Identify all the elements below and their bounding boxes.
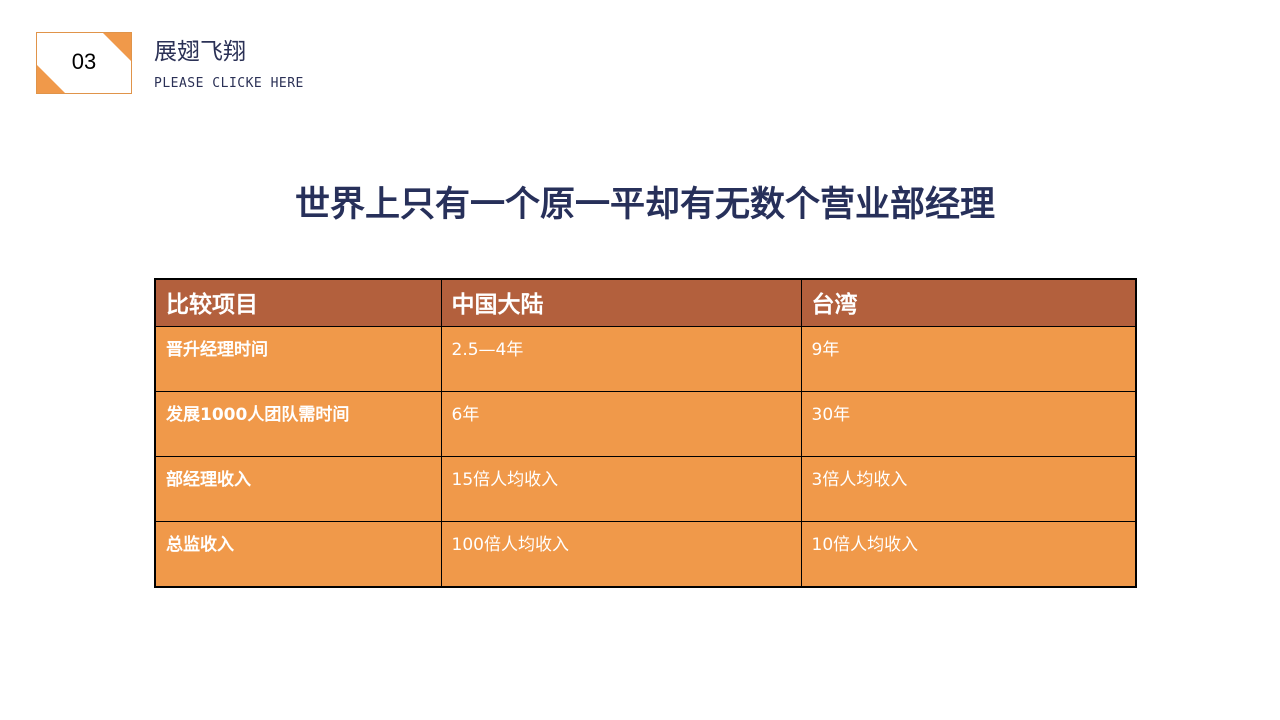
column-header: 中国大陆 xyxy=(440,278,802,327)
table-row: 部经理收入 15倍人均收入 3倍人均收入 xyxy=(154,456,1137,522)
table-row: 晋升经理时间 2.5—4年 9年 xyxy=(154,326,1137,392)
table-header-row: 比较项目 中国大陆 台湾 xyxy=(154,278,1137,327)
page-title: 世界上只有一个原一平却有无数个营业部经理 xyxy=(294,185,995,225)
column-header: 比较项目 xyxy=(154,278,442,327)
header-title: 展翅飞翔 xyxy=(154,39,246,65)
corner-decoration xyxy=(103,33,131,61)
table-row: 总监收入 100倍人均收入 10倍人均收入 xyxy=(154,521,1137,588)
column-header: 台湾 xyxy=(800,278,1137,327)
table-cell: 晋升经理时间 xyxy=(154,326,442,392)
table-cell: 部经理收入 xyxy=(154,456,442,522)
table-cell: 总监收入 xyxy=(154,521,442,588)
table-cell: 发展1000人团队需时间 xyxy=(154,391,442,457)
table-cell: 15倍人均收入 xyxy=(440,456,802,522)
table-cell: 100倍人均收入 xyxy=(440,521,802,588)
table-row: 发展1000人团队需时间 6年 30年 xyxy=(154,391,1137,457)
section-number-badge: 03 xyxy=(36,32,132,94)
header-subtitle-link[interactable]: PLEASE CLICKE HERE xyxy=(154,76,304,91)
table-cell: 6年 xyxy=(440,391,802,457)
table-cell: 10倍人均收入 xyxy=(800,521,1137,588)
table-cell: 30年 xyxy=(800,391,1137,457)
table-cell: 9年 xyxy=(800,326,1137,392)
corner-decoration xyxy=(37,65,65,93)
table-cell: 3倍人均收入 xyxy=(800,456,1137,522)
table-cell: 2.5—4年 xyxy=(440,326,802,392)
section-number: 03 xyxy=(71,49,97,74)
comparison-table: 比较项目 中国大陆 台湾 晋升经理时间 2.5—4年 9年 发展1000人团队需… xyxy=(154,278,1137,588)
